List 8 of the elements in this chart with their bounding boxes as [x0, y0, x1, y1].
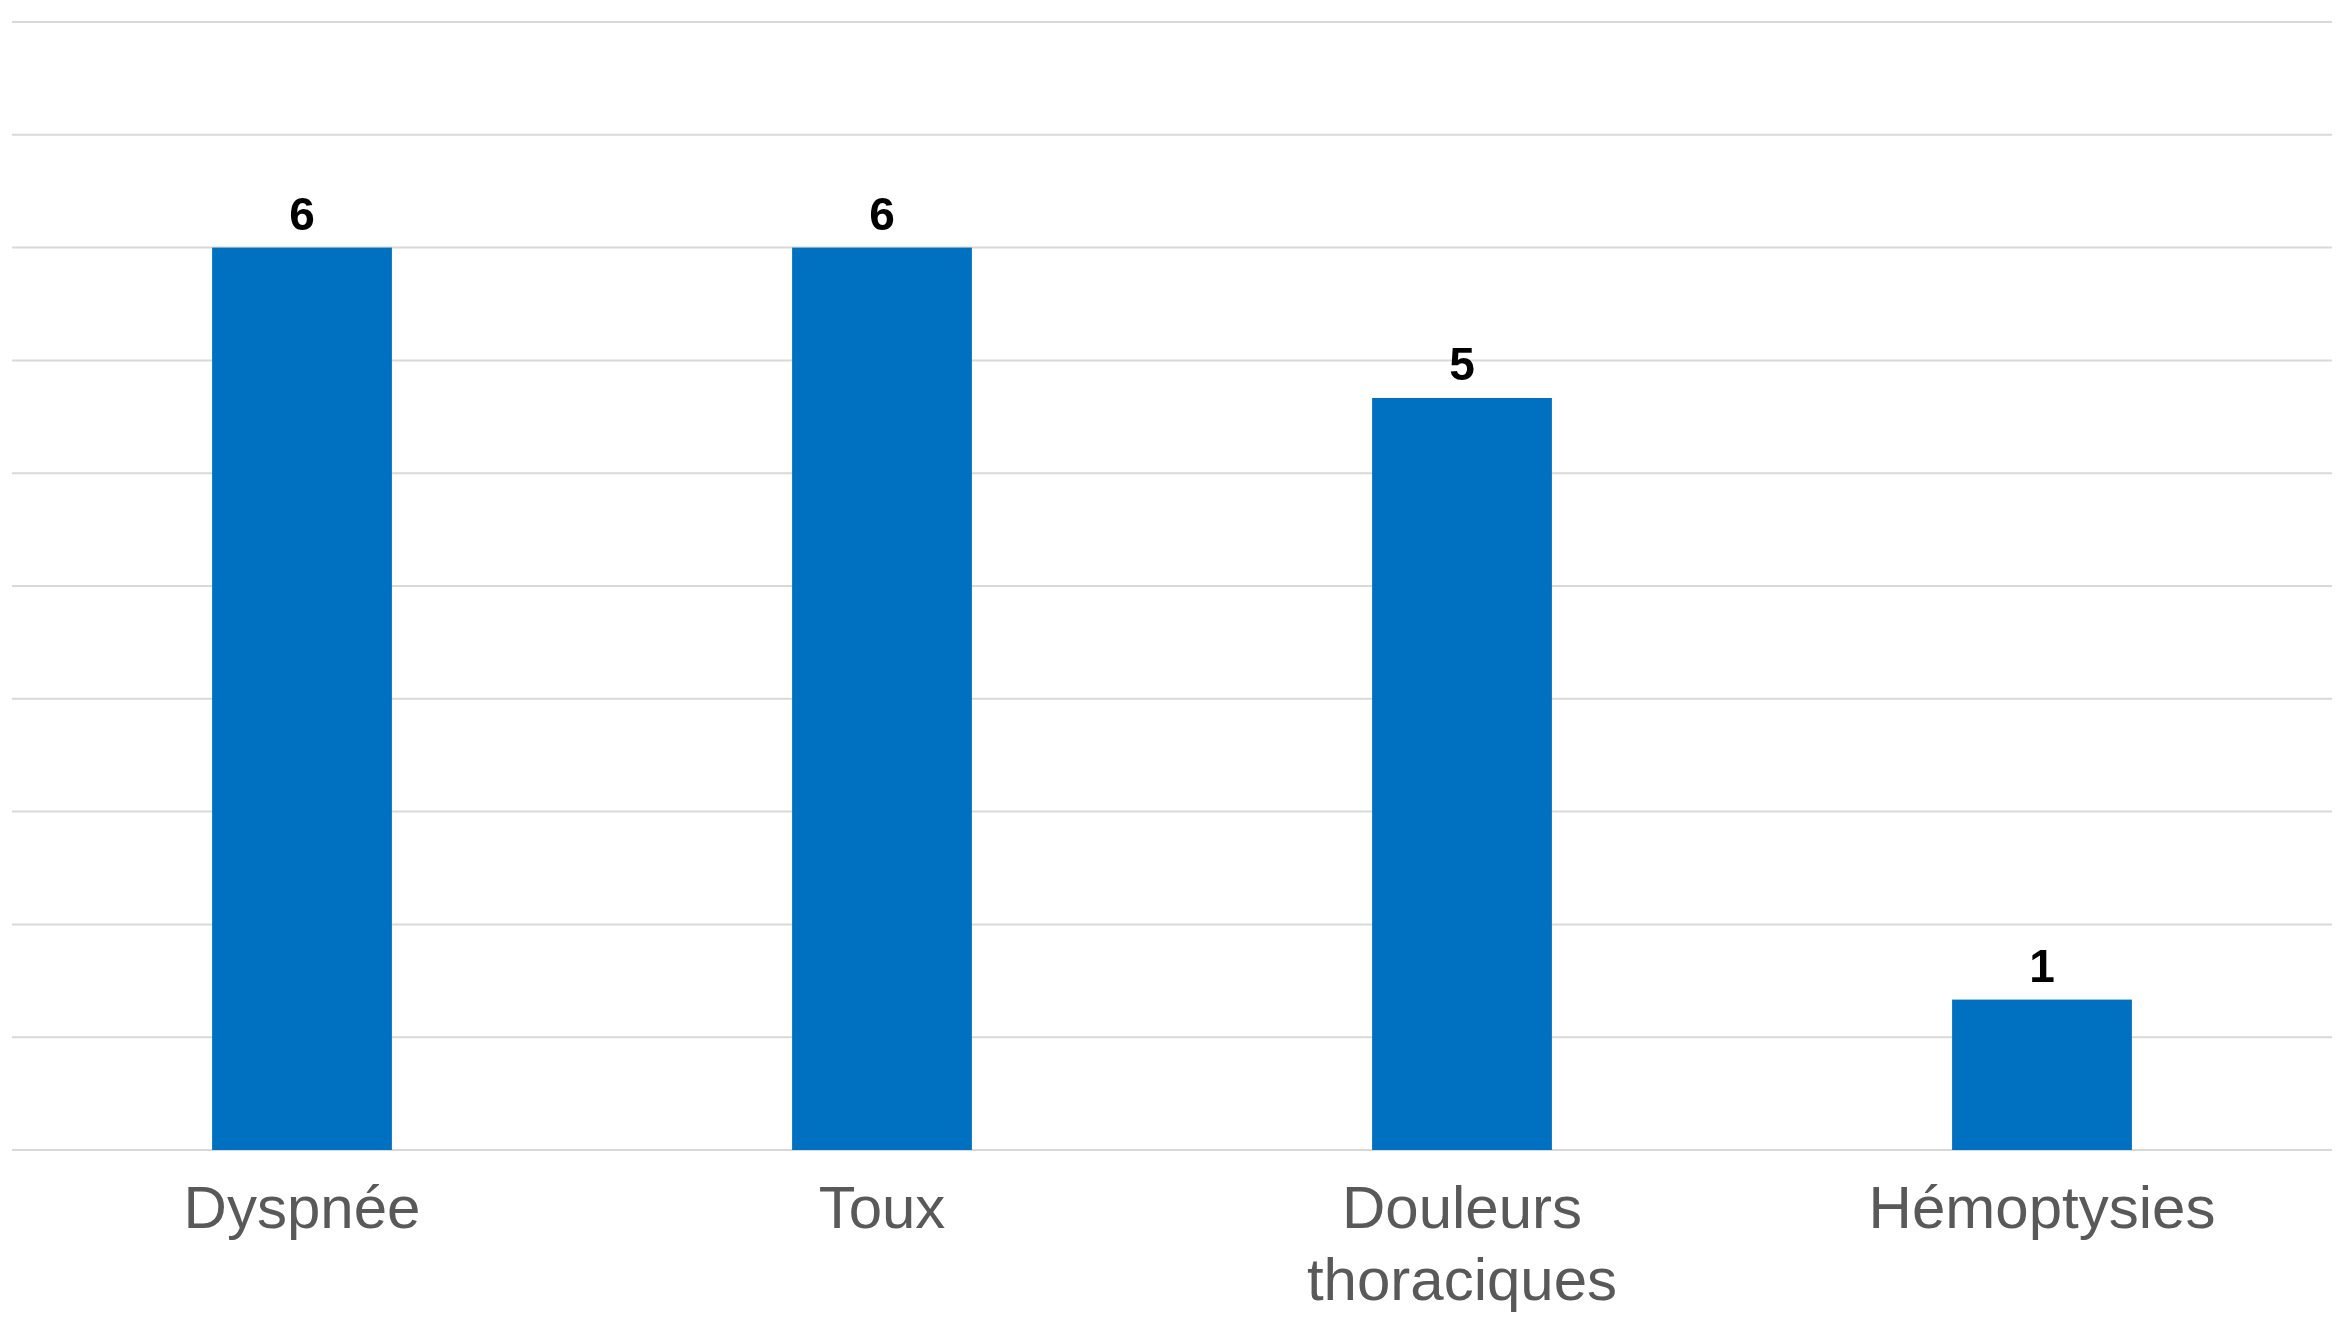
x-tick-label: Toux [818, 1174, 946, 1241]
x-tick-label: Dyspnée [183, 1174, 421, 1241]
x-tick-label: Hémoptysies [1868, 1174, 2216, 1241]
data-label: 6 [869, 187, 895, 240]
data-label: 6 [289, 187, 315, 240]
x-tick-label: Douleurs thoraciques [1306, 1174, 1618, 1313]
data-label: 5 [1449, 338, 1475, 390]
data-label: 1 [2029, 939, 2055, 992]
